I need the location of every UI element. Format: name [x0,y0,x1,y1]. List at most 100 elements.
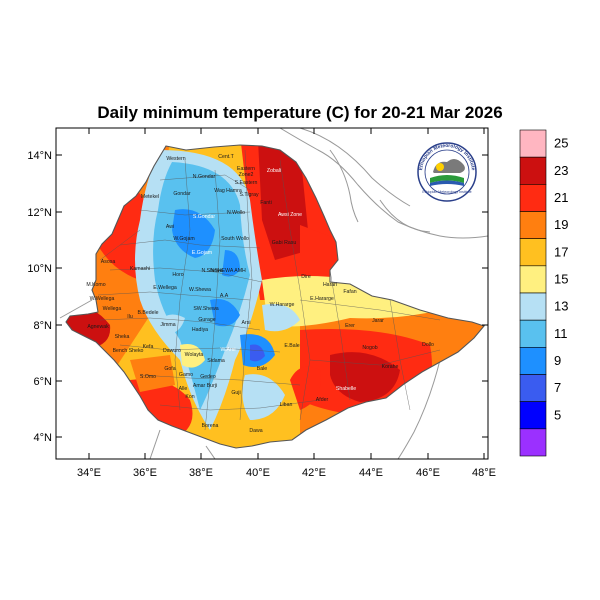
region-label: W.Hararge [270,302,295,308]
region-label: Gabi Rasu [272,240,297,246]
region-label: Ilu [127,314,133,320]
region-label: NSHEWA [211,268,234,274]
region-label: Nogob [362,345,377,351]
colorbar-label: 5 [554,407,561,422]
region-label: N.Gondar [193,174,216,180]
colorbar-swatch [519,129,547,158]
region-label: Asosa [101,259,116,265]
region-label: Hadiya [192,327,208,333]
colorbar-swatch [519,428,547,457]
colorbar-swatch [519,292,547,321]
region-label: Amar Burji [193,383,217,389]
region-label: AMH [234,268,246,274]
colorbar-label: 23 [554,163,568,178]
region-label: Gurage [198,317,215,323]
colorbar: 25 23 21 19 17 15 13 11 9 7 5 [519,129,568,457]
region-label: SW.Shewa [193,306,218,312]
region-label: Metekel [141,194,159,200]
region-label: W.Arsi [221,347,236,353]
x-tick-label: 42°E [302,467,326,479]
plot-frame [55,127,489,460]
region-label: Wellega [103,306,122,312]
x-tick-label: 46°E [416,467,440,479]
ethiopian-meteorology-institute-logo: Ethiopian Meteorology Institute Ethiopia… [417,142,477,202]
region-label: E.Wellega [153,285,177,291]
x-tick-label: 36°E [133,467,157,479]
colorbar-label: 21 [554,190,568,205]
region-label: Kamashi [130,266,150,272]
colorbar-label: 7 [554,380,561,395]
region-label: Sidama [207,358,225,364]
zone-boundaries [97,149,441,431]
region-label: M.Komo [86,282,105,288]
region-label: Afder [316,397,329,403]
region-label: E.Hararge [310,296,334,302]
region-label: Awsi Zone [278,212,302,218]
region-label: Agnewak [87,324,109,330]
region-label: E.Gojam [192,250,212,256]
region-label: Dollo [422,342,434,348]
region-label: Jarar [372,318,384,324]
region-label: Guji [231,390,240,396]
region-label: Gondar [173,191,191,197]
logo-subtext: Ethiopian Meteorology Institute [422,190,471,194]
region-label: A.A [220,293,229,299]
x-tick-label: 38°E [189,467,213,479]
region-label: Wag Hamra [214,188,242,194]
region-label: Fafan [343,289,356,295]
region-label: N.Shewa [201,268,222,274]
region-label: Harari [323,282,337,288]
y-tick-label: 14°N [27,150,52,162]
map-title: Daily minimum temperature (C) for 20-21 … [97,103,503,122]
region-label: Borena [202,423,219,429]
colorbar-swatch [519,184,547,212]
region-label: Shabelle [336,386,356,392]
region-label: South Wollo [221,236,249,242]
region-label: Gofa [164,366,175,372]
region-label: Erer [345,323,355,329]
region-label: Bench Sheko [113,348,144,354]
region-label: B.Bedele [137,310,158,316]
colorbar-swatch [519,265,547,294]
region-label: E.Bale [284,343,299,349]
region-label: Wolayta [185,352,204,358]
y-tick-label: 12°N [27,207,52,219]
region-label: Gedeo [200,374,216,380]
region-label: Horo [172,272,183,278]
colorbar-label: 13 [554,299,568,314]
region-label: W.Shewa [189,287,211,293]
region-label: Alle [179,386,188,392]
x-tick-label: 44°E [359,467,383,479]
region-label: Fanti [260,200,272,206]
region-label: Zone2 [239,172,254,178]
region-label: W.Wellega [90,296,115,302]
region-label: Jimma [160,322,175,328]
sun-icon [436,163,444,171]
colorbar-label: 25 [554,136,568,151]
colorbar-swatch [519,211,547,239]
colorbar-label: 11 [554,326,568,341]
x-tick-label: 40°E [246,467,270,479]
x-axis: 34°E 36°E 38°E 40°E 42°E 44°E 46°E 48°E [77,128,496,479]
region-label: S.Tigray [239,192,259,198]
region-label: Kefa [143,344,154,350]
region-label: W.Gojam [173,236,194,242]
colorbar-swatch [519,319,547,348]
colorbar-label: 17 [554,244,568,259]
colorbar-swatch [519,238,547,267]
region-label: S.Omo [140,374,156,380]
region-label: Eastern [237,166,255,172]
x-tick-label: 34°E [77,467,101,479]
colorbar-swatch [519,374,547,402]
region-label: N.Wollo [227,210,245,216]
region-label: Dawuro [163,348,181,354]
y-tick-label: 6°N [34,376,53,388]
region-label: Awi [166,224,174,230]
region-label: Liban [280,402,293,408]
colorbar-label: 15 [554,271,568,286]
region-label: Sheka [115,334,130,340]
colorbar-label: 19 [554,217,568,232]
neighbor-borders [59,128,488,459]
